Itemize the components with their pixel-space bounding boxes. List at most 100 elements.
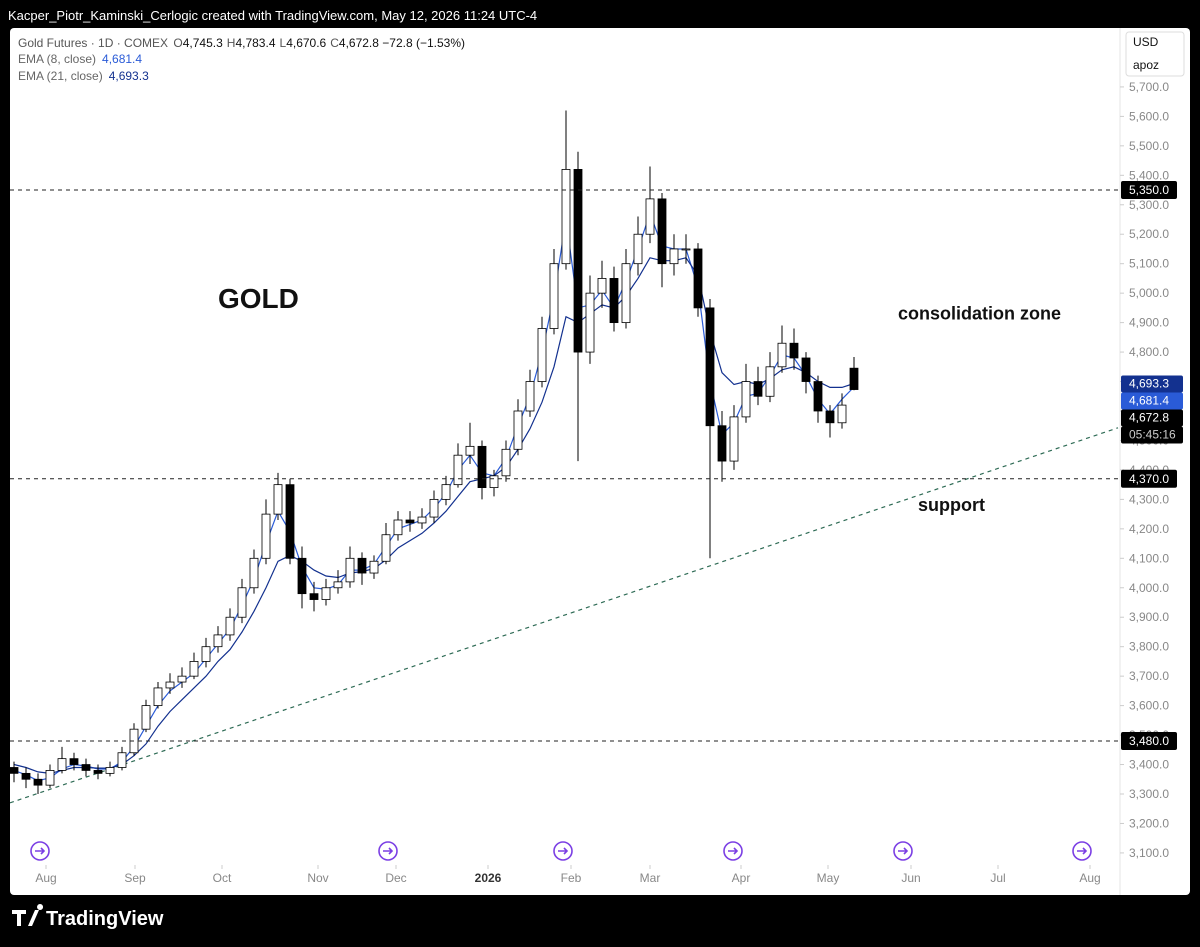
candle-body — [609, 278, 619, 324]
ohlc-value: 4,672.8 — [339, 36, 379, 50]
logo-mark — [12, 904, 44, 926]
ohlc-key: O — [173, 36, 182, 50]
event-icon — [553, 841, 573, 861]
candle-body — [177, 675, 187, 683]
scale-box — [1125, 31, 1185, 77]
annotation: GOLD — [218, 283, 299, 314]
y-tick-label: 4,000.0 — [1129, 581, 1169, 595]
y-tick-label: 4,100.0 — [1129, 551, 1169, 565]
x-tick-label: Aug — [35, 871, 56, 885]
candle-body — [153, 687, 163, 707]
y-tick-label: 3,200.0 — [1129, 816, 1169, 830]
candle-body — [225, 616, 235, 636]
candle-body — [453, 454, 463, 486]
event-arrows — [35, 847, 1088, 855]
price-badge-label: 4,681.4 — [1129, 394, 1169, 408]
x-tick-label: Mar — [640, 871, 661, 885]
countdown-badge — [1121, 426, 1183, 444]
candle-body — [633, 233, 643, 265]
price-badge — [1121, 409, 1183, 427]
x-tick-label: Dec — [385, 871, 406, 885]
y-tick-label: 4,300.0 — [1129, 492, 1169, 506]
candle-body — [309, 593, 319, 600]
candle-body — [261, 513, 271, 559]
candle-body — [285, 484, 295, 559]
candle-body — [753, 381, 763, 397]
logo: TradingView — [12, 904, 164, 930]
candle-body — [645, 198, 655, 235]
y-tick-label: 5,300.0 — [1129, 198, 1169, 212]
attribution: Kacper_Piotr_Kaminski_Cerlogic created w… — [8, 8, 537, 23]
ema-legend: EMA (21, close) 4,693.3 — [18, 69, 149, 83]
y-tick-label: 4,900.0 — [1129, 316, 1169, 330]
plot-area — [10, 110, 1119, 804]
candle-body — [597, 278, 607, 294]
y-tick-label: 4,800.0 — [1129, 345, 1169, 359]
candle-body — [477, 445, 487, 488]
candle-body — [393, 519, 403, 536]
candle-body — [213, 634, 223, 648]
x-tick-label: Apr — [732, 871, 751, 885]
x-tick-label: Oct — [213, 871, 232, 885]
level-badge — [1121, 181, 1177, 200]
candle-body — [585, 292, 595, 353]
currency: USD — [1133, 35, 1159, 49]
candle-body — [837, 404, 847, 424]
y-tick-label: 5,000.0 — [1129, 286, 1169, 300]
candle-body — [729, 416, 739, 462]
candle-body — [249, 557, 259, 589]
candle-body — [441, 484, 451, 500]
candle-body — [513, 410, 523, 450]
x-tick-label: 2026 — [475, 871, 502, 885]
candle-body — [549, 263, 559, 329]
candle-body — [849, 367, 859, 390]
candle-body — [10, 767, 19, 774]
ohlc-key: C — [330, 36, 339, 50]
candle-body — [273, 484, 283, 515]
support-trendline — [10, 427, 1119, 804]
candle-body — [801, 357, 811, 382]
y-tick-label: 4,200.0 — [1129, 522, 1169, 536]
candle-body — [189, 661, 199, 677]
event-arrow — [35, 847, 1088, 855]
ema-name: EMA (8, close) — [18, 52, 96, 66]
candle-body — [93, 770, 103, 774]
candle-body — [465, 445, 475, 456]
y-tick-label: 5,600.0 — [1129, 109, 1169, 123]
brand: TradingView — [46, 908, 164, 930]
candle-body — [717, 425, 727, 462]
candle-body — [525, 381, 535, 412]
ema-value: 4,693.3 — [109, 69, 149, 83]
level-badge — [1121, 731, 1177, 750]
price-badge-label: 4,672.8 — [1129, 411, 1169, 425]
candle-body — [825, 410, 835, 424]
candle-body — [381, 534, 391, 562]
candle-body — [741, 381, 751, 418]
y-tick-label: 3,400.0 — [1129, 758, 1169, 772]
candle-body — [561, 169, 571, 265]
ohlc-value: 4,783.4 — [235, 36, 275, 50]
candle-body — [765, 366, 775, 397]
candle-body — [345, 557, 355, 583]
candle-body — [657, 198, 667, 265]
candle-body — [489, 475, 499, 488]
candle-body — [777, 342, 787, 368]
candle-body — [45, 770, 55, 786]
symbol: Gold Futures · 1D · COMEX — [18, 36, 168, 50]
x-tick-label: Aug — [1079, 871, 1100, 885]
candle-body — [405, 519, 415, 524]
candle-body — [537, 328, 547, 382]
y-tick-label: 3,600.0 — [1129, 699, 1169, 713]
countdown: 05:45:16 — [1129, 428, 1176, 442]
candle-body — [813, 381, 823, 412]
y-tick-label: 5,100.0 — [1129, 257, 1169, 271]
y-tick-label: 5,700.0 — [1129, 80, 1169, 94]
event-icon — [30, 841, 50, 861]
annotation: consolidation zone — [898, 304, 1061, 324]
ema-value: 4,681.4 — [102, 52, 142, 66]
candle-body — [681, 248, 691, 251]
level-label: 4,370.0 — [1129, 472, 1169, 486]
y-tick-label: 3,700.0 — [1129, 669, 1169, 683]
